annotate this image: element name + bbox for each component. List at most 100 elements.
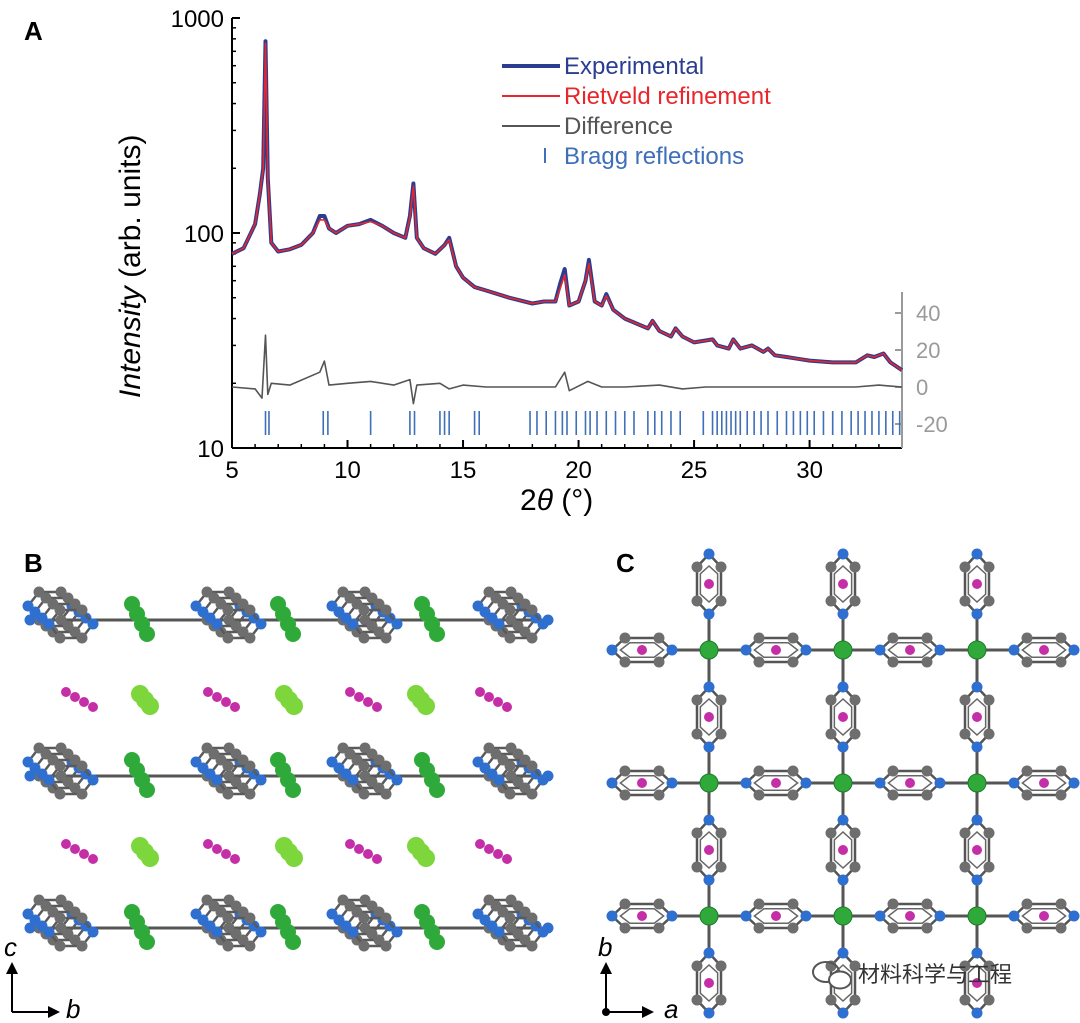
axis-c-arrowhead xyxy=(6,962,18,974)
pyrazine-ring xyxy=(959,548,995,620)
axis-b-arrowhead xyxy=(48,1006,60,1018)
panel-b-label: B xyxy=(24,548,43,578)
y2-tick-label: 40 xyxy=(916,301,940,326)
pyrazine-stack xyxy=(22,742,99,800)
guest-atom xyxy=(905,645,915,655)
framework-layer xyxy=(22,586,554,644)
metal-column xyxy=(270,596,301,642)
crystal-structure-side-view xyxy=(22,586,554,952)
guest-atom xyxy=(704,978,714,988)
metal-column xyxy=(270,752,301,798)
metal-node xyxy=(967,640,987,660)
y-tick-label: 1000 xyxy=(171,6,224,33)
pyrazine-stack xyxy=(190,586,267,644)
pyrazine-ring xyxy=(1008,898,1080,934)
guest-atom xyxy=(637,645,647,655)
y2-tick-label: 0 xyxy=(916,375,928,400)
edge-nitrogen xyxy=(24,614,36,626)
series-rietveld-refinement xyxy=(231,42,903,371)
guest-atom xyxy=(771,911,781,921)
axis-b-letter-c: b xyxy=(598,932,612,962)
pyrazine-ring xyxy=(740,632,812,668)
axis-a-letter: a xyxy=(664,994,678,1023)
x-axis-label: 2θ (°) xyxy=(520,484,593,517)
framework-layer xyxy=(22,894,554,952)
pyrazine-stack xyxy=(190,894,267,952)
metal-column xyxy=(270,904,301,950)
pyrazine-ring xyxy=(606,632,678,668)
wechat-icon xyxy=(812,961,852,990)
legend-label-rietveld: Rietveld refinement xyxy=(564,83,771,110)
pyrazine-ring xyxy=(874,765,946,801)
pyrazine-ring xyxy=(825,548,861,620)
pyrazine-ring xyxy=(740,898,812,934)
guest-atom xyxy=(972,845,982,855)
pyrazine-ring xyxy=(691,548,727,620)
pyrazine-ring xyxy=(874,898,946,934)
y-tick-label: 10 xyxy=(197,436,224,463)
pyrazine-stack xyxy=(22,894,99,952)
y2-tick-label: 20 xyxy=(916,338,940,363)
guest-atom xyxy=(972,579,982,589)
y2-ticks: 40 20 0 -20 xyxy=(895,301,948,437)
metal-node xyxy=(967,906,987,926)
guest-atom xyxy=(704,579,714,589)
pyrazine-stack xyxy=(326,586,403,644)
framework-layer xyxy=(22,742,554,800)
metal-column xyxy=(124,596,155,642)
guest-atom xyxy=(838,845,848,855)
axis-origin-dot xyxy=(602,1008,610,1016)
guest-atom xyxy=(637,778,647,788)
y-axis-label: Intensity (arb. units) xyxy=(114,135,147,398)
pyrazine-stack xyxy=(472,586,549,644)
legend-label-difference: Difference xyxy=(564,113,673,140)
legend: Experimental Rietveld refinement Differe… xyxy=(502,53,771,170)
pyrazine-ring xyxy=(1008,632,1080,668)
guest-atom xyxy=(972,978,982,988)
metal-node xyxy=(699,906,719,926)
axis-triad-c: b a xyxy=(598,932,678,1023)
edge-nitrogen xyxy=(542,614,554,626)
pyrazine-ring xyxy=(606,898,678,934)
panel-c-label: C xyxy=(616,548,635,578)
pyrazine-ring xyxy=(740,765,812,801)
edge-nitrogen xyxy=(542,922,554,934)
edge-nitrogen xyxy=(24,770,36,782)
pyrazine-stack xyxy=(326,894,403,952)
metal-column xyxy=(414,596,445,642)
pyrazine-stack xyxy=(326,742,403,800)
metal-node xyxy=(699,640,719,660)
axis-b-arrowhead-c xyxy=(600,962,612,974)
x-tick-label: 5 xyxy=(225,457,238,484)
metal-node xyxy=(833,906,853,926)
pyrazine-stack xyxy=(22,586,99,644)
y-tick-label: 100 xyxy=(184,221,224,248)
panel-a-label: A xyxy=(24,16,43,46)
series-layer xyxy=(231,39,904,405)
metal-nodes xyxy=(699,640,987,926)
x-tick-label: 20 xyxy=(565,457,592,484)
y2-tick-label: -20 xyxy=(916,412,948,437)
axis-triad-b: c b xyxy=(4,932,80,1023)
guest-atom xyxy=(838,579,848,589)
guest-atom xyxy=(1039,911,1049,921)
pyrazine-ring xyxy=(691,814,727,886)
crystal-structure-top-view xyxy=(606,548,1080,1019)
axis-c-letter: c xyxy=(4,932,17,962)
guest-atom xyxy=(637,911,647,921)
pyrazine-ring xyxy=(691,947,727,1019)
watermark-text: 材料科学与工程 xyxy=(858,963,1012,988)
x-ticks: 5 10 15 20 25 30 xyxy=(225,440,880,484)
legend-label-bragg: Bragg reflections xyxy=(564,143,744,170)
metal-column xyxy=(124,752,155,798)
pyrazine-ring xyxy=(825,681,861,753)
series-difference xyxy=(231,334,903,405)
guest-atom xyxy=(704,845,714,855)
guest-atom xyxy=(972,712,982,722)
pyrazine-ring xyxy=(691,681,727,753)
x-tick-label: 25 xyxy=(681,457,708,484)
x-tick-label: 10 xyxy=(334,457,361,484)
pyrazine-ring xyxy=(959,814,995,886)
pyrazine-stack xyxy=(472,894,549,952)
